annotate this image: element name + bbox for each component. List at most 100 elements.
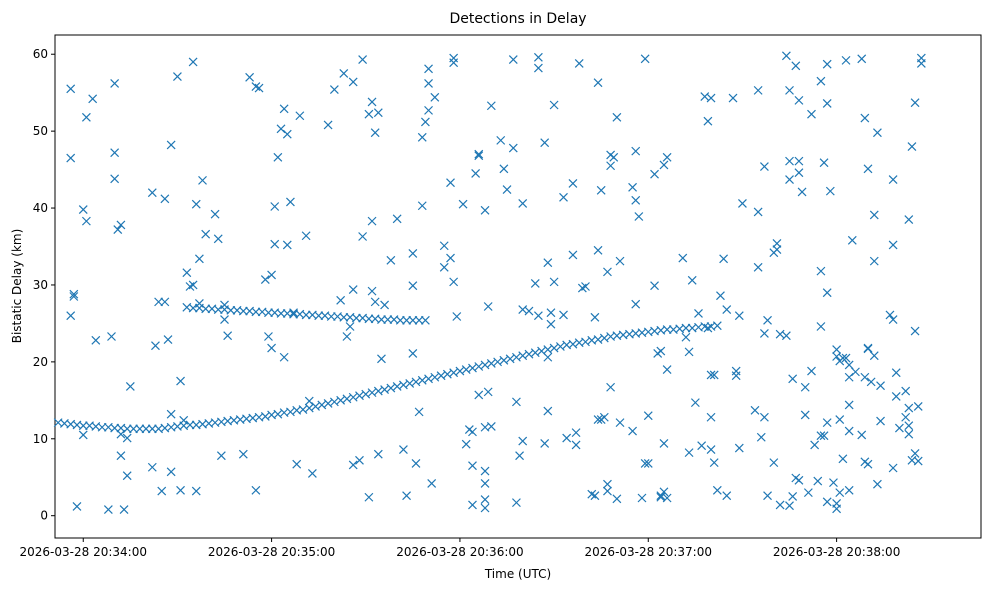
detection-marker bbox=[449, 277, 459, 287]
detection-marker bbox=[822, 288, 832, 298]
detection-marker bbox=[279, 352, 289, 362]
detection-marker bbox=[480, 466, 490, 476]
detection-marker bbox=[753, 85, 763, 95]
detection-marker bbox=[113, 225, 123, 235]
track-secondary-marker bbox=[314, 311, 324, 321]
detection-marker bbox=[910, 98, 920, 108]
track-secondary-marker bbox=[188, 303, 198, 313]
y-tick-label: 0 bbox=[40, 509, 48, 523]
detection-marker bbox=[681, 332, 691, 342]
detection-marker bbox=[279, 104, 289, 114]
detection-marker bbox=[857, 430, 867, 440]
detection-marker bbox=[738, 199, 747, 208]
detection-marker bbox=[78, 430, 88, 440]
detection-marker bbox=[270, 202, 280, 211]
detection-marker bbox=[631, 299, 641, 309]
detection-marker bbox=[885, 310, 895, 320]
detection-marker bbox=[807, 366, 816, 376]
track-secondary-marker bbox=[251, 307, 261, 317]
detection-marker bbox=[399, 445, 408, 454]
detection-marker bbox=[593, 245, 603, 255]
detection-marker bbox=[411, 458, 421, 468]
detection-marker bbox=[863, 343, 873, 353]
track-main-marker bbox=[141, 424, 151, 434]
detection-marker bbox=[596, 185, 606, 195]
detection-marker bbox=[439, 241, 449, 251]
detection-marker bbox=[643, 458, 653, 468]
detection-marker bbox=[791, 61, 801, 71]
detection-marker bbox=[706, 445, 716, 454]
track-secondary-marker bbox=[301, 310, 311, 320]
detection-marker bbox=[254, 83, 264, 93]
track-secondary-marker bbox=[339, 312, 349, 322]
detection-marker bbox=[282, 240, 292, 250]
detection-marker bbox=[609, 152, 619, 162]
detection-marker bbox=[844, 426, 854, 436]
detection-marker bbox=[797, 187, 807, 197]
track-secondary-marker bbox=[402, 315, 411, 325]
detection-marker bbox=[461, 439, 471, 449]
track-main-marker bbox=[97, 422, 107, 432]
detection-marker bbox=[631, 146, 641, 156]
detection-marker bbox=[176, 485, 185, 495]
detection-marker bbox=[794, 168, 804, 178]
chart-title: Detections in Delay bbox=[449, 11, 586, 27]
detection-marker bbox=[888, 463, 898, 473]
detection-marker bbox=[348, 460, 358, 470]
detection-marker bbox=[763, 315, 772, 325]
detection-marker bbox=[844, 485, 854, 495]
detection-marker bbox=[888, 240, 898, 250]
track-secondary-marker bbox=[201, 304, 211, 314]
detection-marker bbox=[373, 449, 383, 459]
detection-marker bbox=[367, 97, 377, 107]
detection-marker bbox=[194, 254, 204, 264]
detection-marker bbox=[191, 199, 201, 209]
detection-marker bbox=[571, 428, 581, 438]
detection-marker bbox=[295, 111, 305, 121]
track-main-marker bbox=[78, 421, 88, 431]
detection-marker bbox=[245, 72, 255, 82]
detection-marker bbox=[483, 387, 493, 397]
detection-marker bbox=[803, 488, 813, 498]
marker-layer bbox=[53, 51, 926, 514]
detection-marker bbox=[270, 239, 280, 249]
x-axis-ticks: 2026-03-28 20:34:00 2026-03-28 20:35:00 20… bbox=[20, 538, 900, 559]
y-axis-ticks: 0 10 20 30 40 50 60 bbox=[33, 47, 55, 523]
detection-marker bbox=[794, 156, 804, 166]
detection-marker bbox=[656, 346, 666, 356]
detection-marker bbox=[844, 400, 854, 410]
detection-marker bbox=[468, 427, 477, 437]
track-main-marker bbox=[662, 325, 672, 334]
detection-marker bbox=[72, 502, 82, 511]
detection-marker bbox=[163, 335, 173, 344]
detection-marker bbox=[631, 195, 641, 205]
track-secondary-marker bbox=[289, 309, 298, 319]
detection-marker bbox=[910, 326, 920, 336]
detection-marker bbox=[788, 492, 798, 501]
detection-marker bbox=[781, 331, 791, 341]
detection-marker bbox=[869, 256, 879, 266]
detection-marker bbox=[603, 479, 612, 489]
detection-marker bbox=[147, 462, 157, 472]
detection-marker bbox=[251, 485, 261, 495]
detection-marker bbox=[687, 275, 697, 285]
track-secondary-marker bbox=[383, 315, 393, 324]
detection-marker bbox=[172, 72, 182, 81]
detection-marker bbox=[794, 475, 804, 485]
detection-marker bbox=[841, 353, 851, 363]
detection-marker bbox=[590, 312, 600, 322]
detection-marker bbox=[863, 459, 873, 469]
detection-marker bbox=[876, 381, 885, 391]
detection-marker bbox=[307, 468, 317, 478]
detection-marker bbox=[810, 440, 820, 450]
detection-marker bbox=[603, 486, 612, 496]
detection-marker bbox=[402, 491, 411, 501]
detection-marker bbox=[533, 311, 543, 321]
detection-marker bbox=[122, 471, 132, 481]
track-secondary-marker bbox=[213, 305, 223, 314]
detection-marker bbox=[355, 455, 364, 465]
detection-marker bbox=[480, 495, 490, 504]
x-axis-label: Time (UTC) bbox=[484, 567, 551, 581]
track-main-marker bbox=[129, 424, 138, 434]
detection-marker bbox=[869, 351, 879, 361]
